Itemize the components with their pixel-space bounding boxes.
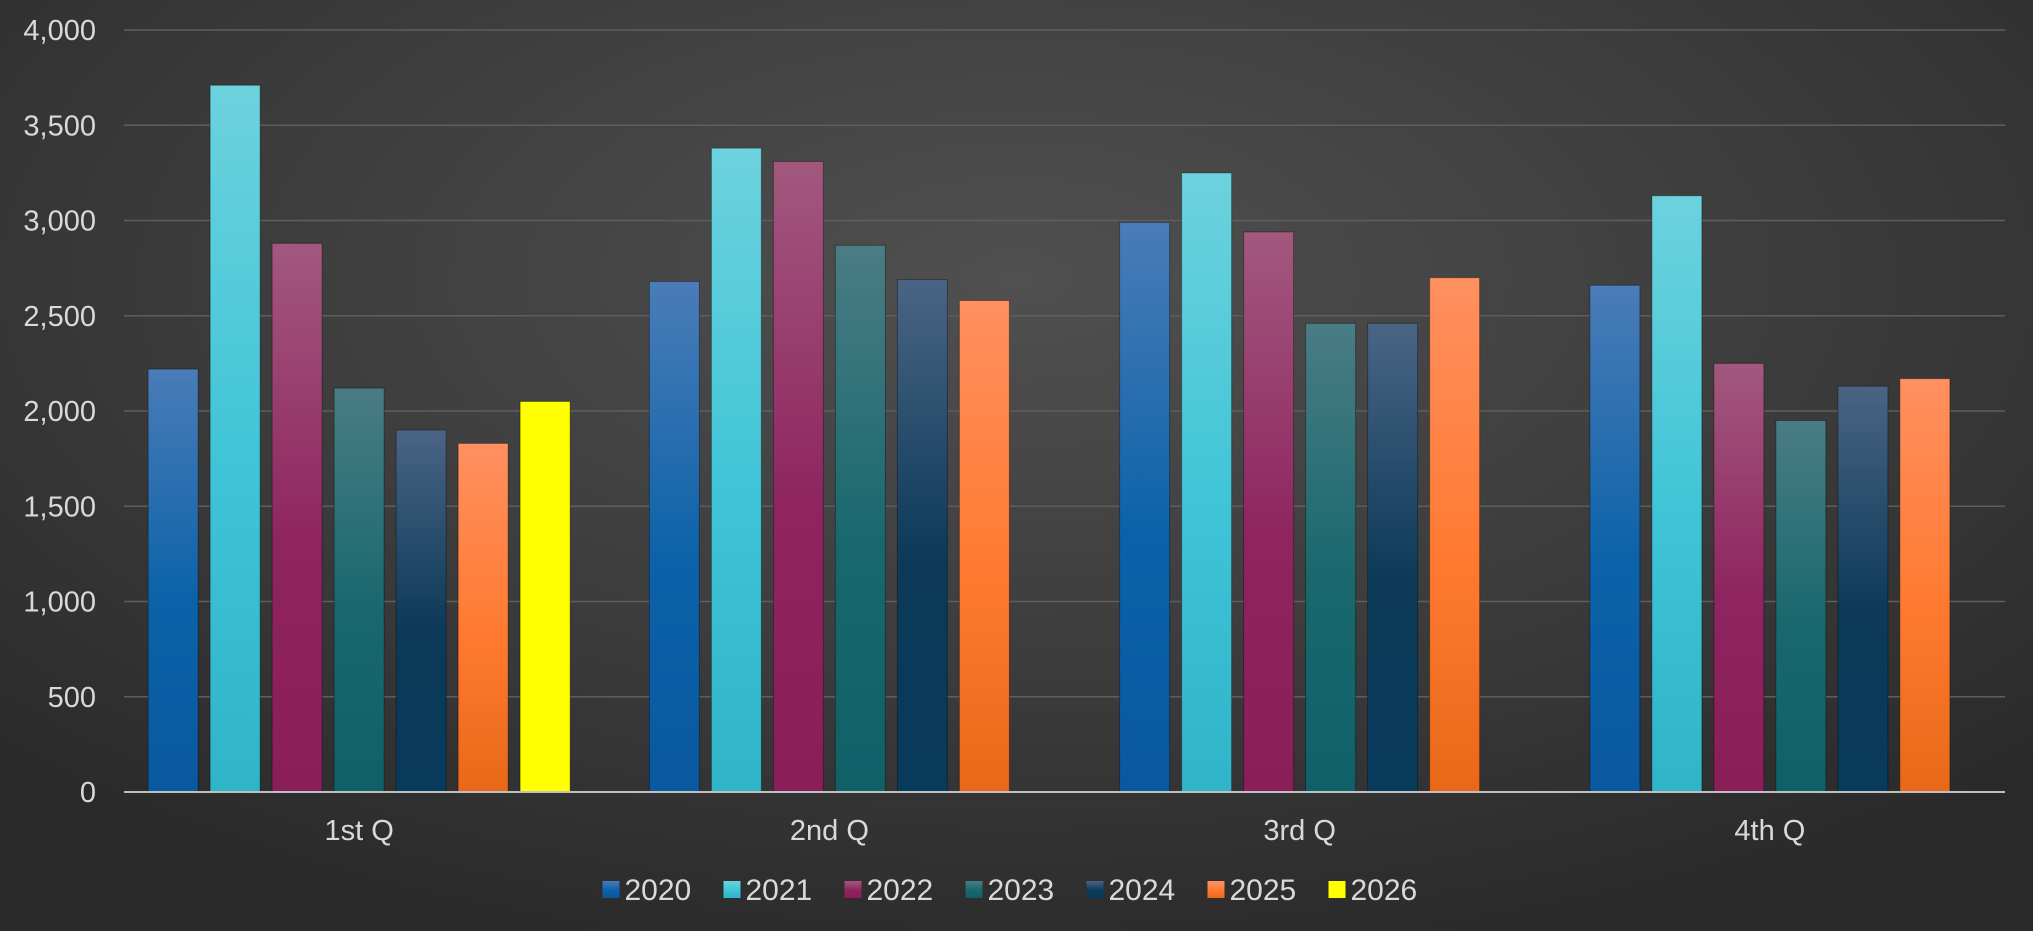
bar-2023-1st-q (333, 387, 385, 793)
legend: 2020 2021 2022 2023 2024 2025 2026 (602, 874, 1418, 907)
legend-item-2023: 2023 (965, 874, 1055, 907)
x-axis-category-labels: 1st Q 2nd Q 3rd Q 4th Q (324, 815, 1805, 847)
legend-label: 2020 (625, 874, 692, 907)
bar-2025-1st-q (457, 442, 509, 793)
bar-2020-4th-q (1589, 284, 1641, 793)
legend-item-2024: 2024 (1086, 874, 1176, 907)
y-tick-label: 3,000 (23, 206, 96, 238)
x-category-label: 1st Q (324, 815, 393, 847)
bar-2021-2nd-q (710, 147, 762, 793)
legend-swatch (1328, 881, 1346, 898)
legend-label: 2025 (1230, 874, 1297, 907)
bar-2021-4th-q (1651, 195, 1703, 793)
y-axis-tick-labels: 0 500 1,000 1,500 2,000 2,500 3,000 3,500 4,000 (23, 15, 96, 809)
y-tick-label: 2,500 (23, 301, 96, 333)
y-tick-label: 3,500 (23, 110, 96, 142)
bar-2022-3rd-q (1243, 231, 1295, 793)
legend-swatch (965, 881, 983, 898)
bar-2024-1st-q (395, 429, 447, 793)
bar-2020-1st-q (147, 368, 199, 793)
legend-swatch (602, 881, 620, 898)
legend-item-2025: 2025 (1207, 874, 1297, 907)
y-tick-label: 4,000 (23, 15, 96, 47)
bar-2020-3rd-q (1119, 221, 1171, 793)
legend-item-2022: 2022 (844, 874, 934, 907)
bar-2022-1st-q (271, 242, 323, 793)
bar-2021-3rd-q (1181, 172, 1233, 793)
legend-label: 2021 (746, 874, 813, 907)
legend-label: 2023 (988, 874, 1055, 907)
bar-2020-2nd-q (648, 280, 700, 793)
bar-2024-4th-q (1837, 385, 1889, 793)
legend-swatch (723, 881, 741, 898)
bar-2022-2nd-q (772, 160, 824, 793)
bar-2023-3rd-q (1305, 322, 1357, 793)
bar-2023-4th-q (1775, 420, 1827, 793)
legend-swatch (1207, 881, 1225, 898)
y-tick-label: 1,000 (23, 587, 96, 619)
x-category-label: 2nd Q (790, 815, 869, 847)
bar-2021-1st-q (209, 84, 261, 793)
bar-2024-2nd-q (896, 279, 948, 793)
y-tick-label: 500 (48, 682, 96, 714)
y-tick-label: 0 (80, 777, 96, 809)
bars (147, 84, 1951, 793)
y-tick-label: 2,000 (23, 396, 96, 428)
legend-label: 2024 (1109, 874, 1176, 907)
legend-item-2020: 2020 (602, 874, 692, 907)
bar-2026-1st-q (519, 400, 571, 793)
bar-2022-4th-q (1713, 362, 1765, 793)
bar-2025-3rd-q (1429, 277, 1481, 793)
bar-2023-2nd-q (834, 244, 886, 793)
x-category-label: 3rd Q (1263, 815, 1336, 847)
bar-2025-4th-q (1899, 378, 1951, 793)
y-tick-label: 1,500 (23, 491, 96, 523)
legend-swatch (1086, 881, 1104, 898)
legend-label: 2026 (1351, 874, 1418, 907)
legend-swatch (844, 881, 862, 898)
legend-item-2021: 2021 (723, 874, 813, 907)
legend-item-2026: 2026 (1328, 874, 1418, 907)
bar-2024-3rd-q (1367, 322, 1419, 793)
legend-label: 2022 (867, 874, 934, 907)
bar-2025-2nd-q (958, 300, 1010, 793)
x-category-label: 4th Q (1734, 815, 1805, 847)
